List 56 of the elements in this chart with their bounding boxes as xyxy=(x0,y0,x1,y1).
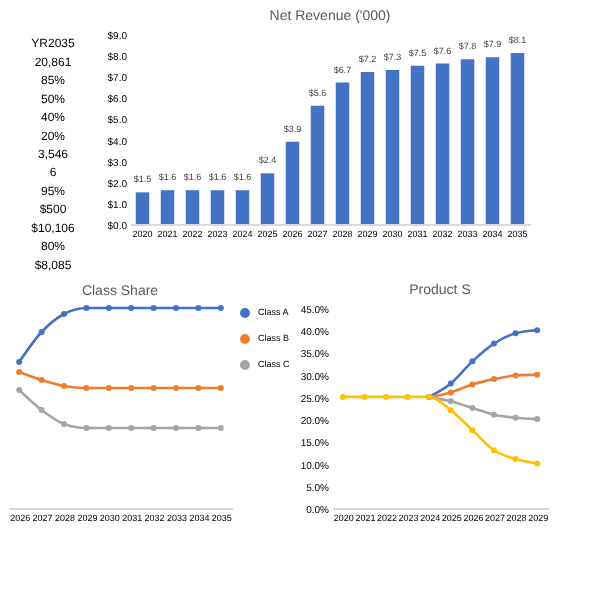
point xyxy=(534,460,541,467)
point xyxy=(469,381,476,388)
point xyxy=(512,414,519,421)
bar xyxy=(410,65,425,224)
bar xyxy=(285,141,300,224)
bar xyxy=(160,190,175,224)
point xyxy=(361,393,368,400)
point xyxy=(83,305,90,311)
point xyxy=(339,393,346,400)
point xyxy=(16,387,23,393)
point xyxy=(195,305,202,311)
bar xyxy=(435,63,450,224)
point xyxy=(150,385,157,391)
point xyxy=(447,380,454,387)
point xyxy=(217,385,224,391)
point xyxy=(534,371,541,378)
point xyxy=(447,389,454,396)
point xyxy=(534,416,541,423)
bar xyxy=(235,190,250,224)
point xyxy=(16,359,23,365)
point xyxy=(447,398,454,405)
bar xyxy=(260,173,275,224)
point xyxy=(150,305,157,311)
bar xyxy=(510,53,525,224)
point xyxy=(447,407,454,414)
point xyxy=(512,456,519,463)
bar xyxy=(385,69,400,224)
bar xyxy=(460,59,475,224)
bar xyxy=(135,192,150,224)
point xyxy=(512,330,519,337)
point xyxy=(491,340,497,347)
point xyxy=(195,425,202,431)
point xyxy=(217,425,224,431)
bar xyxy=(360,72,375,224)
point xyxy=(404,393,411,400)
bar xyxy=(310,105,325,224)
point xyxy=(16,369,23,375)
point xyxy=(150,425,157,431)
point xyxy=(195,385,202,391)
point xyxy=(469,358,476,365)
point xyxy=(469,427,476,434)
point xyxy=(217,305,224,311)
point xyxy=(38,329,45,335)
bar xyxy=(485,57,500,224)
bar xyxy=(185,190,200,224)
point xyxy=(469,405,476,411)
point xyxy=(83,425,90,431)
point xyxy=(534,327,541,334)
point xyxy=(83,385,90,391)
bar xyxy=(210,190,225,224)
point xyxy=(491,447,497,454)
point xyxy=(512,372,519,379)
point xyxy=(38,377,45,383)
point xyxy=(38,407,45,413)
point xyxy=(491,411,497,418)
bar xyxy=(335,82,350,224)
